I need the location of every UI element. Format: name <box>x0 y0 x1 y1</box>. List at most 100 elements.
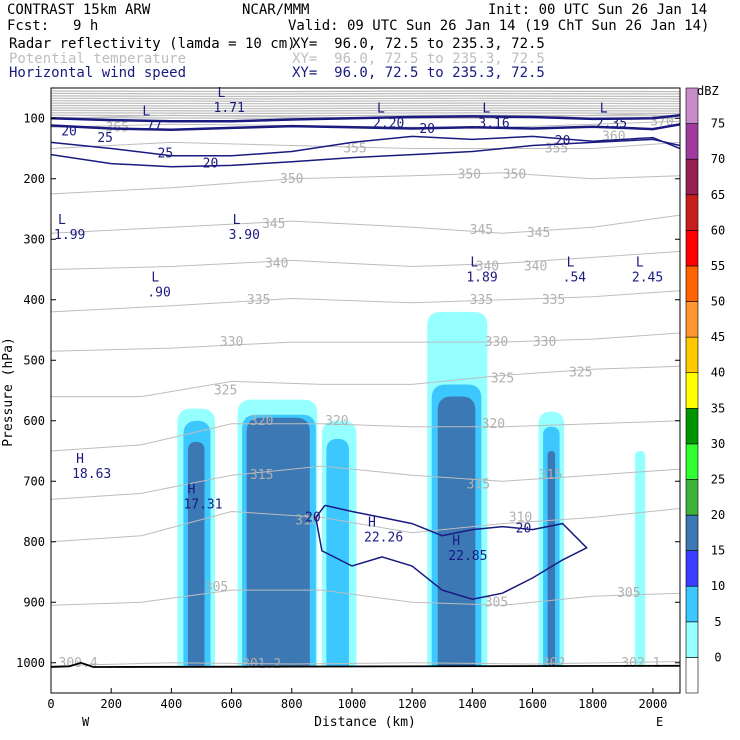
colorbar-swatch-11 <box>685 265 699 302</box>
theta-contour-label: 302.1 <box>621 656 660 671</box>
colorbar-swatch-14 <box>685 158 699 196</box>
theta-contour-line-6 <box>51 332 680 352</box>
colorbar-swatch-13 <box>685 194 699 231</box>
theta-contour-label: 330 <box>220 335 243 350</box>
colorbar-label: 65 <box>711 188 725 202</box>
colorbar-label: 10 <box>711 579 725 593</box>
theta-contour-line-0 <box>51 661 680 667</box>
x-tick-label: 2000 <box>638 697 667 711</box>
wind-contour-label: 20 <box>419 122 435 137</box>
colorbar-swatch-1 <box>685 621 699 658</box>
extremum-l-letter: L <box>470 256 478 271</box>
wind-contour-line-3 <box>51 138 680 168</box>
wind-contour-label: 20 <box>516 521 532 536</box>
y-tick-label: 500 <box>23 353 45 367</box>
theta-strat-line <box>51 102 680 105</box>
y-tick-label: 400 <box>23 293 45 307</box>
y-tick-label: 100 <box>23 111 45 125</box>
model-title: CONTRAST 15km ARW <box>7 2 151 18</box>
x-tick-label: 1400 <box>458 697 487 711</box>
y-tick-label: 800 <box>23 535 45 549</box>
colorbar-swatch-7 <box>685 407 699 445</box>
theta-contour-line-10 <box>51 172 680 195</box>
theta-contour-line-2 <box>51 508 680 543</box>
extremum-l-letter: L <box>218 86 226 101</box>
extremum-l-letter: L <box>233 213 241 228</box>
extremum-l-letter: L <box>58 213 66 228</box>
theta-contour-label: 335 <box>470 293 493 308</box>
theta-contour-label: 350 <box>280 172 303 187</box>
valid-time: Valid: 09 UTC Sun 26 Jan 14 (19 ChT Sun … <box>288 18 710 34</box>
theta-contour-label: 302 <box>542 656 565 671</box>
extrema-labels: L1.71L.77L2.20L3.16L2.35L1.99L3.90L.90L1… <box>54 86 663 564</box>
theta-contour-label: 315 <box>539 468 562 483</box>
wind-contour-label: 25 <box>97 131 113 146</box>
theta-contour-label: 345 <box>262 217 285 232</box>
y-axis-label: Pressure (hPa) <box>1 337 16 447</box>
x-axis-label: Distance (km) <box>314 715 416 730</box>
colorbar-label: 45 <box>711 330 725 344</box>
colorbar-swatch-4 <box>685 514 699 551</box>
theta-contour-label: 355 <box>343 142 366 157</box>
field2-xy: XY= 96.0, 72.5 to 235.3, 72.5 <box>292 51 545 67</box>
theta-contour-line-1 <box>51 589 680 606</box>
wind-contour-line-1 <box>51 123 680 131</box>
colorbar-label: 30 <box>711 437 725 451</box>
extremum-value: 2.35 <box>596 116 627 131</box>
colorbar-swatch-5 <box>685 479 699 516</box>
extremum-l-letter: L <box>567 256 575 271</box>
init-time: Init: 00 UTC Sun 26 Jan 14 <box>488 2 708 18</box>
theta-contour-line-11 <box>51 141 680 149</box>
extremum-l-letter: L <box>377 101 385 116</box>
y-tick-label: 200 <box>23 172 45 186</box>
colorbar-unit: dBZ <box>697 84 719 98</box>
refl-cell-0-level-2 <box>187 441 205 666</box>
theta-contour-label: 335 <box>542 293 565 308</box>
wind-contour-label: 20 <box>61 125 77 140</box>
east-label: E <box>656 715 663 729</box>
colorbar-label: 15 <box>711 544 725 558</box>
extremum-value: 18.63 <box>72 467 111 482</box>
refl-cell-4-level-2 <box>547 451 556 666</box>
refl-cell-1-level-2 <box>246 417 310 666</box>
extremum-value: 1.71 <box>214 101 245 116</box>
fcst-label: Fcst: <box>7 18 50 34</box>
extremum-h-letter: H <box>452 534 460 549</box>
wind-contour-label: 25 <box>158 146 174 161</box>
wind-contour-label: 20 <box>305 511 321 526</box>
extremum-l-letter: L <box>482 101 490 116</box>
fcst-value: 9 h <box>73 18 99 34</box>
field1-xy: XY= 96.0, 72.5 to 235.3, 72.5 <box>292 36 545 52</box>
extremum-h-letter: H <box>187 482 195 497</box>
colorbar-swatch-12 <box>685 230 699 267</box>
field3-xy: XY= 96.0, 72.5 to 235.3, 72.5 <box>292 65 545 81</box>
colorbar-label: 55 <box>711 259 725 273</box>
theta-contour-label: 325 <box>214 384 237 399</box>
theta-strat-line <box>51 114 680 117</box>
theta-contour-label: 350 <box>458 168 481 183</box>
x-tick-label: 200 <box>100 697 122 711</box>
theta-strat-line <box>51 109 680 112</box>
y-tick-label: 300 <box>23 232 45 246</box>
wind-contour-line-2 <box>51 135 680 157</box>
extremum-value: 2.45 <box>632 271 663 286</box>
theta-contour-label: 305 <box>485 595 508 610</box>
wind-contour-label: 20 <box>555 134 571 149</box>
theta-contour-label: 310 <box>295 514 318 529</box>
extremum-value: .90 <box>147 286 170 301</box>
colorbar-label: 50 <box>711 295 725 309</box>
field2-name: Potential temperature <box>9 51 187 67</box>
west-label: W <box>82 715 90 729</box>
refl-cell-2-level-1 <box>326 438 349 666</box>
field3-name: Horizontal wind speed <box>9 65 187 81</box>
theta-contour-line-7 <box>51 290 680 313</box>
theta-contour-line-5 <box>51 365 680 398</box>
theta-contour-label: 330 <box>485 335 508 350</box>
theta-contour-label: 325 <box>491 371 514 386</box>
colorbar-label: 35 <box>711 401 725 415</box>
colorbar-label: 25 <box>711 472 725 486</box>
x-tick-label: 600 <box>221 697 243 711</box>
extremum-value: 1.99 <box>54 228 85 243</box>
theta-contour-label: 301.2 <box>242 657 281 672</box>
